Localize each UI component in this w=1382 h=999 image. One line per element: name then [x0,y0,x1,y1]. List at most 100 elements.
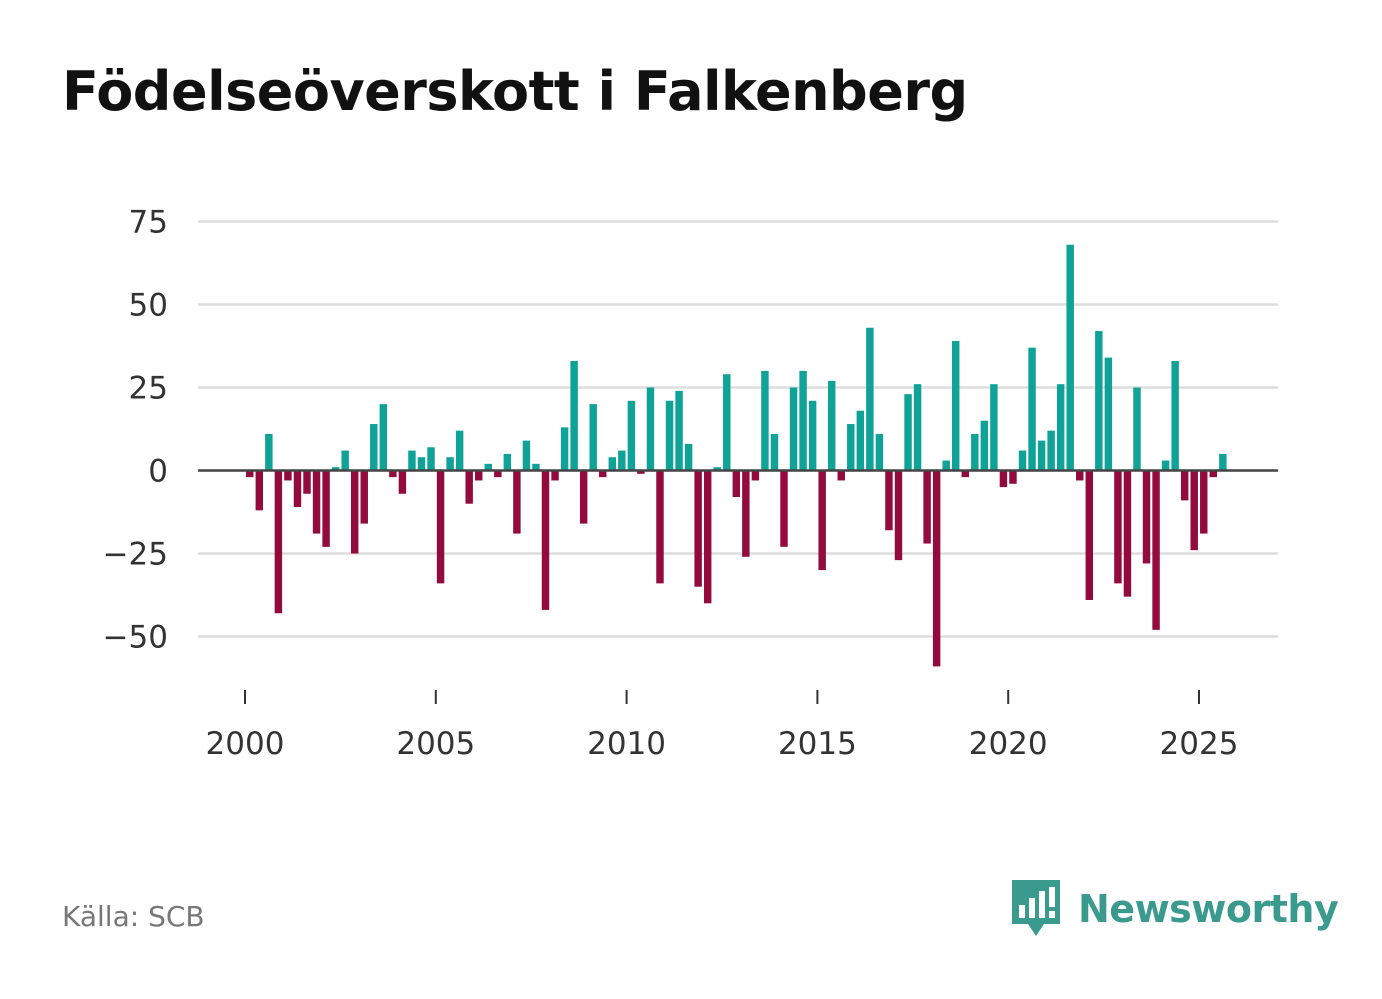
bar-negative [694,470,702,587]
bar-positive [370,424,378,471]
bar-negative [1009,470,1017,484]
bar-positive [503,453,512,471]
bar-positive [980,420,989,471]
bar-positive [341,450,349,471]
bar-positive [1056,384,1065,471]
bar-positive [1037,440,1046,471]
bar-negative [494,470,502,478]
bar-negative [246,470,254,478]
axes: 75 50 25 0 −25 −50 2000 2005 2010 2015 2020 2025 [103,205,1278,762]
bar-positive [427,447,435,471]
bar-positive [618,450,626,471]
bar-positive [1219,453,1227,471]
bar-negative [999,470,1008,488]
bar-positive [1047,430,1055,471]
bar-positive [723,374,731,471]
bar-positive [532,463,540,471]
bar-positive [799,370,807,471]
x-tick-label: 2020 [969,726,1048,762]
x-tick-label: 2025 [1160,726,1239,762]
bar-positive [971,433,979,471]
bar-negative [894,470,903,561]
bar-positive [913,384,922,471]
bar-negative [312,470,321,534]
bar-negative [1190,470,1198,551]
bar-positive [1018,450,1027,471]
bar-positive [455,430,464,471]
bar-positive [856,410,865,471]
bar-positive [952,341,960,471]
bar-positive [484,463,492,471]
bar-negative [1209,470,1218,478]
x-tick-label: 2005 [396,726,475,762]
bar-positive [608,457,617,471]
bar-negative [1180,470,1189,501]
bar-positive [331,467,340,471]
bar-positive [665,400,674,471]
brand-name: Newsworthy [1078,887,1339,931]
bar-negative [475,470,483,481]
bar-negative [656,470,664,584]
bar-positive [675,390,683,471]
bar-positive [942,460,950,471]
bar-negative [732,470,741,498]
y-tick-label: 0 [148,454,168,490]
y-tick-label: −50 [103,620,168,656]
bar-positive [1161,460,1170,471]
y-tick-label: −25 [103,537,168,573]
bar-positive [1133,387,1141,471]
bar-positive [866,327,874,471]
bar-negative [818,470,826,571]
newsworthy-logo-icon [1012,880,1060,936]
bar-positive [379,404,388,471]
bar-negative [436,470,445,584]
y-tick-label: 25 [129,371,168,407]
bar-negative [742,470,750,557]
bar-negative [1142,470,1151,564]
bar-positive [522,440,531,471]
bar-positive [1028,347,1036,471]
bar-negative [322,470,330,547]
bar-negative [398,470,407,494]
bar-positive [770,433,779,471]
bar-positive [684,443,693,471]
bar-positive [847,424,855,471]
bar-positive [589,404,597,471]
brand-logo[interactable]: Newsworthy [1010,878,1339,940]
bar-negative [551,470,559,481]
bar-negative [780,470,788,547]
bar-negative [513,470,521,534]
bar-negative [303,470,311,494]
bar-negative [751,470,760,481]
bar-negative [350,470,359,554]
bar-negative [703,470,712,604]
bar-negative [360,470,368,524]
bar-negative [255,470,264,511]
bar-negative [885,470,893,531]
bar-positive [646,387,655,471]
x-tick-label: 2015 [778,726,857,762]
bar-negative [961,470,969,478]
bar-positive [408,450,416,471]
bar-negative [389,470,397,478]
bar-positive [713,467,721,471]
bar-negative [923,470,931,544]
bar-negative [932,470,941,667]
bar-negative [599,470,607,478]
bar-positive [1095,331,1103,471]
y-tick-label: 75 [129,205,168,241]
bar-positive [446,457,454,471]
bar-negative [1114,470,1122,584]
x-tick-label: 2000 [206,726,285,762]
bar-positive [904,394,912,471]
bar-negative [1085,470,1094,600]
bar-positive [1171,360,1179,471]
bar-positive [789,387,798,471]
bar-negative [1152,470,1160,630]
bar-positive [808,400,817,471]
bar-negative [284,470,292,481]
bar-negative [293,470,302,508]
bar-positive [560,427,569,471]
bar-negative [637,470,645,474]
bar-negative [541,470,550,610]
